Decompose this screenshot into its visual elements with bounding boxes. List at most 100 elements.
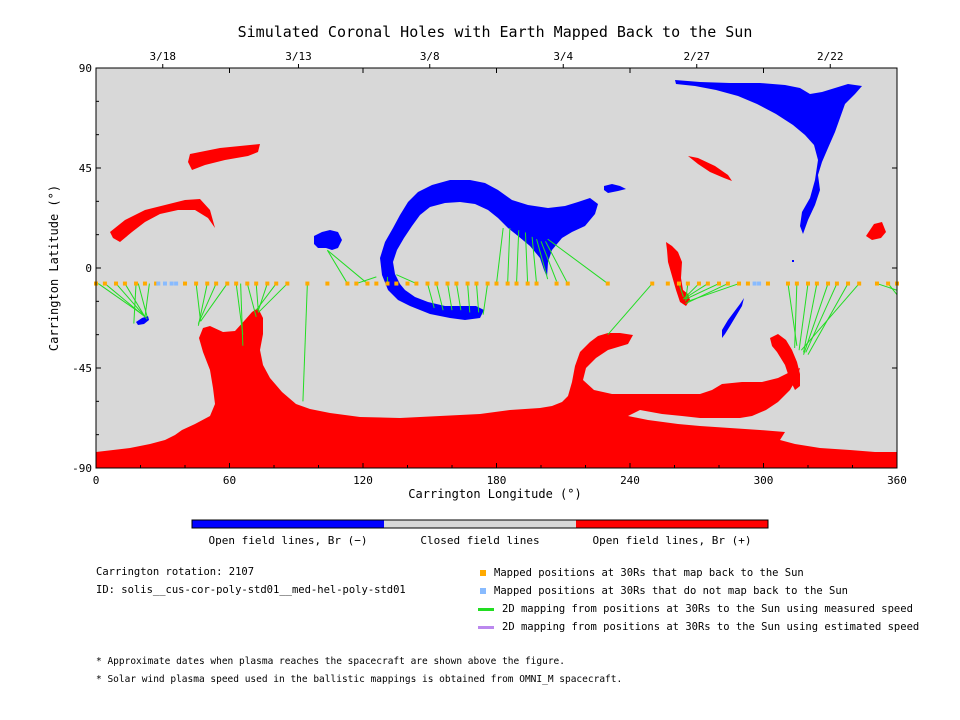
mapped-point xyxy=(737,281,742,286)
carrington-rotation-label: Carrington rotation: 2107 xyxy=(96,566,255,578)
mapping-line xyxy=(540,241,558,282)
mapping-line xyxy=(115,283,148,320)
mapped-point xyxy=(134,281,139,286)
mapped-point xyxy=(274,281,279,286)
mapping-line xyxy=(447,283,453,311)
mapping-line xyxy=(240,283,244,346)
y-tick-label: 0 xyxy=(85,262,92,275)
mapped-point xyxy=(745,281,750,286)
chart-title: Simulated Coronal Holes with Earth Mappe… xyxy=(238,23,753,41)
mapping-line xyxy=(97,283,144,316)
colorbar-label-closed: Closed field lines xyxy=(420,534,540,547)
unmapped-point xyxy=(162,281,167,286)
positive-hole-260 xyxy=(666,242,690,306)
mapping-line xyxy=(685,283,689,302)
mapping-line xyxy=(687,283,740,302)
mapping-line xyxy=(536,238,549,280)
mapping-line xyxy=(482,283,489,315)
unmapped-point xyxy=(752,281,757,286)
mapping-line xyxy=(475,283,480,313)
mapping-line xyxy=(427,283,435,309)
mapped-point xyxy=(305,281,310,286)
mapped-point xyxy=(676,281,681,286)
mapped-point xyxy=(354,281,359,286)
mapped-point xyxy=(214,281,219,286)
legend-item-unmapped: Mapped positions at 30Rs that do not map… xyxy=(478,584,848,598)
mapped-point xyxy=(394,281,399,286)
x-tick-label: 360 xyxy=(887,474,907,487)
negative-hole-small-left xyxy=(314,230,342,250)
mapped-point xyxy=(846,281,851,286)
negative-hole-dot-left xyxy=(136,316,149,325)
mapped-point xyxy=(225,281,230,286)
x-tick-label: 180 xyxy=(487,474,507,487)
unmapped-point xyxy=(156,281,161,286)
mapped-point xyxy=(474,281,479,286)
mapping-line xyxy=(137,283,148,318)
colorbar-negative xyxy=(192,520,384,528)
mapped-point xyxy=(650,281,655,286)
mapped-point xyxy=(554,281,559,286)
mapping-line xyxy=(547,238,609,284)
mapping-line xyxy=(805,283,838,353)
colorbar-label-negative: Open field lines, Br (−) xyxy=(208,534,368,547)
mapped-point xyxy=(806,281,810,286)
unmapped-square-icon xyxy=(480,588,486,594)
mapped-point xyxy=(696,281,701,286)
mapping-line xyxy=(195,283,202,322)
southern-positive-coronal-hole xyxy=(96,308,897,468)
y-tick-label: 90 xyxy=(79,62,92,75)
mapped-point xyxy=(705,281,710,286)
mapped-point xyxy=(494,281,499,286)
mapped-point xyxy=(425,281,430,286)
y-axis-title: Carrington Latitude (°) xyxy=(47,185,61,351)
mapping-line xyxy=(496,227,504,284)
mapping-line xyxy=(302,283,308,402)
mapped-point xyxy=(385,281,390,286)
mapped-point xyxy=(154,281,159,286)
mapped-point xyxy=(874,281,879,286)
mapped-point xyxy=(685,281,690,286)
mapped-point xyxy=(245,281,250,286)
legend-label: 2D mapping from positions at 30Rs to the… xyxy=(502,603,913,615)
mapping-line xyxy=(507,227,511,284)
mapping-line xyxy=(396,274,417,285)
positive-open-field-regions xyxy=(96,144,897,468)
colorbar-frame xyxy=(191,519,769,529)
legend-item-estimated: 2D mapping from positions at 30Rs to the… xyxy=(478,620,919,634)
mapped-point xyxy=(826,281,831,286)
x-tick-label: 240 xyxy=(620,474,640,487)
mapped-point xyxy=(834,281,839,286)
mapped-point xyxy=(114,281,119,286)
mapped-point xyxy=(122,281,127,286)
unmapped-point xyxy=(169,281,174,286)
mapping-lines xyxy=(97,227,898,402)
mapped-point xyxy=(194,281,199,286)
mapped-point xyxy=(886,281,891,286)
mapped-point xyxy=(183,281,187,286)
y-tick-label: -45 xyxy=(72,362,92,375)
mapping-line xyxy=(356,276,377,285)
date-tick-label: 3/13 xyxy=(285,50,312,63)
mapping-line xyxy=(326,249,348,284)
mapping-line xyxy=(258,283,288,313)
mapped-point xyxy=(454,281,459,286)
north-positive-crescent-left xyxy=(110,199,215,242)
mapping-line xyxy=(246,283,257,318)
mapping-line xyxy=(133,283,137,324)
date-tick-label: 2/27 xyxy=(684,50,711,63)
mapping-line xyxy=(685,283,720,300)
mapping-line xyxy=(327,249,368,284)
top-date-axis: 3/18 3/13 3/8 3/4 2/27 2/22 xyxy=(150,50,844,68)
purple-line-icon xyxy=(478,625,494,629)
mapped-point xyxy=(485,281,490,286)
mapping-line xyxy=(798,283,809,351)
mapped-point xyxy=(814,281,819,286)
negative-open-field-regions xyxy=(136,80,862,338)
mapped-point xyxy=(514,281,519,286)
mapping-line xyxy=(683,283,700,300)
unmapped-point xyxy=(174,281,179,286)
mapped-point xyxy=(205,281,210,286)
colorbar xyxy=(191,519,769,529)
